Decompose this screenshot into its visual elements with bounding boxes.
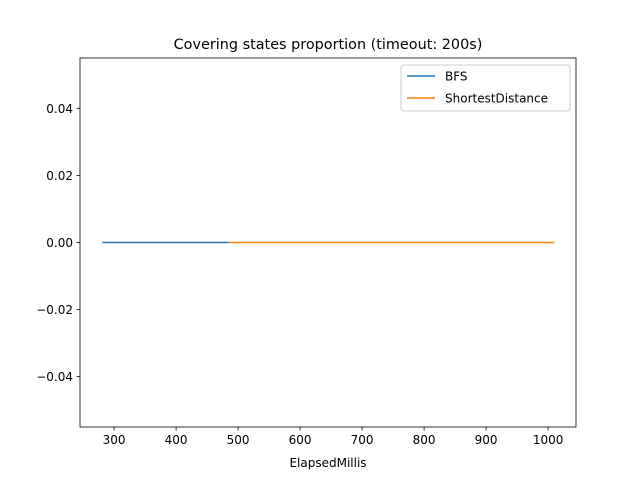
y-tick-label: 0.04 — [46, 102, 73, 116]
y-tick-label: 0.02 — [46, 169, 73, 183]
chart-title: Covering states proportion (timeout: 200… — [174, 37, 483, 53]
y-axis: −0.04 −0.02 0.00 0.02 0.04 — [36, 102, 80, 384]
x-tick-label: 600 — [289, 433, 312, 447]
y-tick-label: −0.02 — [36, 303, 73, 317]
x-tick-label: 700 — [351, 433, 374, 447]
x-tick-label: 900 — [475, 433, 498, 447]
x-axis-label: ElapsedMillis — [289, 456, 366, 470]
legend-box — [400, 64, 571, 112]
x-axis: 300 400 500 600 700 800 900 1000 — [103, 427, 564, 447]
x-tick-label: 500 — [227, 433, 250, 447]
legend: BFS ShortestDistance — [400, 64, 571, 112]
y-tick-label: 0.00 — [46, 236, 73, 250]
y-tick-label: −0.04 — [36, 370, 73, 384]
x-tick-label: 800 — [413, 433, 436, 447]
legend-label-1: ShortestDistance — [445, 92, 548, 106]
legend-label-0: BFS — [445, 70, 468, 84]
x-tick-label: 1000 — [533, 433, 564, 447]
x-tick-label: 300 — [103, 433, 126, 447]
x-tick-label: 400 — [165, 433, 188, 447]
